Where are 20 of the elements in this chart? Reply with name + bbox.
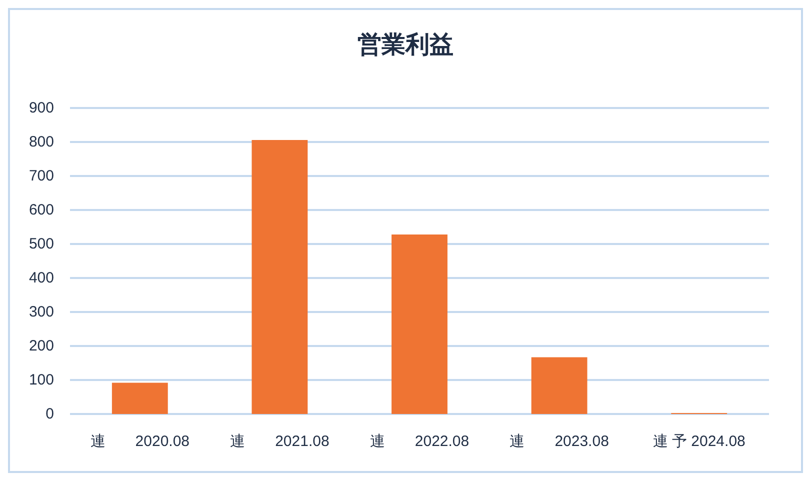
bar (392, 234, 448, 414)
y-tick-label: 500 (28, 236, 54, 252)
y-tick-label: 200 (28, 338, 54, 354)
x-tick-label: 連 2020.08 (90, 433, 190, 450)
chart-title: 営業利益 (358, 32, 454, 58)
y-tick-label: 100 (28, 372, 54, 388)
x-tick-label: 連 予 2024.08 (652, 433, 746, 450)
y-tick-label: 400 (28, 270, 54, 286)
bar (252, 140, 308, 414)
bar (112, 382, 168, 414)
x-tick-label: 連 2023.08 (510, 433, 609, 450)
y-tick-label: 800 (28, 134, 54, 150)
y-tick-label: 900 (28, 100, 54, 116)
x-tick-label: 連 2021.08 (230, 433, 330, 450)
y-tick-label: 600 (28, 202, 54, 218)
bar (531, 357, 588, 414)
y-tick-label: 300 (28, 304, 54, 320)
y-tick-label: 700 (28, 168, 54, 184)
y-tick-label: 0 (46, 406, 54, 422)
x-tick-label: 連 2022.08 (370, 433, 470, 450)
